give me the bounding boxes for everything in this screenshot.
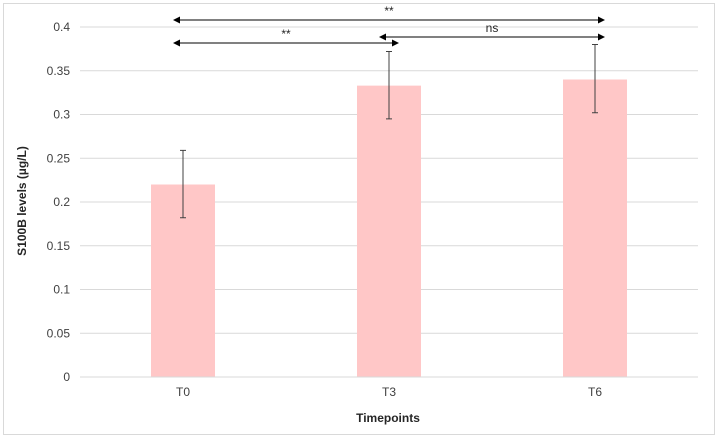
x-tick-label-t0: T0 xyxy=(176,385,190,399)
significance-t0-t6: ** xyxy=(173,4,605,24)
significance-label: ns xyxy=(486,21,499,35)
significance-t0-t3: ** xyxy=(173,27,399,47)
y-tick-label: 0.35 xyxy=(47,64,71,78)
significance-label: ** xyxy=(384,4,394,18)
significance-brackets: ** ** ns xyxy=(173,4,605,47)
y-tick-labels: 0 0.05 0.1 0.15 0.2 0.25 0.3 0.35 0.4 xyxy=(47,20,71,384)
bar-t3 xyxy=(357,85,421,377)
significance-label: ** xyxy=(281,27,291,41)
bar-t6 xyxy=(563,79,627,377)
bars xyxy=(151,79,627,377)
error-bar-t0 xyxy=(180,149,186,219)
y-tick-label: 0.2 xyxy=(53,195,70,209)
y-tick-label: 0.1 xyxy=(53,283,70,297)
y-tick-label: 0.15 xyxy=(47,239,71,253)
x-tick-label-t3: T3 xyxy=(382,385,396,399)
y-tick-label: 0 xyxy=(63,370,70,384)
x-tick-labels: T0 T3 T6 xyxy=(176,385,602,399)
error-bars xyxy=(180,44,598,219)
y-tick-label: 0.3 xyxy=(53,108,70,122)
x-axis-title: Timepoints xyxy=(356,411,420,425)
error-bar-t6 xyxy=(592,44,598,114)
error-bar-t3 xyxy=(386,51,392,120)
y-tick-label: 0.4 xyxy=(53,20,70,34)
x-tick-label-t6: T6 xyxy=(588,385,602,399)
y-axis-title: S100B levels (µg/L) xyxy=(15,146,29,256)
y-tick-label: 0.05 xyxy=(47,326,71,340)
significance-t3-t6: ns xyxy=(379,21,605,41)
y-tick-label: 0.25 xyxy=(47,151,71,165)
